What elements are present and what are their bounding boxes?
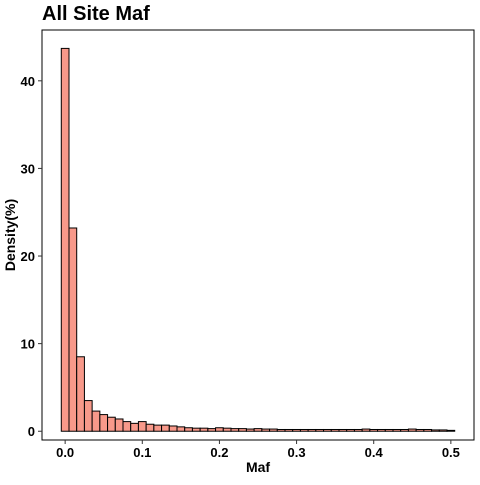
histogram-bar (68, 227, 78, 432)
histogram-bar (330, 428, 340, 432)
histogram-bar (130, 422, 139, 432)
y-tick-label: 40 (21, 74, 35, 89)
x-tick-label: 0.2 (210, 445, 228, 460)
histogram-bar (207, 428, 217, 432)
histogram-bar (145, 423, 155, 432)
histogram-bar (245, 428, 255, 432)
histogram-bar (253, 428, 263, 432)
x-axis-label: Maf (246, 459, 270, 475)
histogram-bar (315, 428, 325, 432)
histogram-bar (392, 428, 402, 432)
histogram-bar (400, 428, 409, 432)
histogram-bar (323, 428, 332, 432)
histogram-bar (384, 428, 394, 432)
y-tick-label: 0 (28, 424, 35, 439)
y-tick-label: 10 (21, 337, 35, 352)
histogram-bar (299, 428, 309, 432)
histogram-bar (60, 47, 70, 432)
y-axis-label: Density(%) (2, 199, 18, 271)
histogram-bar (407, 428, 417, 432)
x-axis: 0.0 0.1 0.2 0.3 0.4 0.5 (56, 440, 460, 460)
chart-title: All Site Maf (42, 3, 150, 25)
histogram-bar (230, 428, 240, 432)
histogram-bar (91, 410, 101, 432)
x-tick-label: 0.1 (133, 445, 151, 460)
y-tick-label: 20 (21, 249, 35, 264)
histogram-bar (122, 421, 132, 432)
histogram-bar (107, 416, 116, 432)
histogram-bar (137, 421, 147, 432)
histogram-bar (438, 429, 448, 432)
x-tick-label: 0.3 (288, 445, 306, 460)
histogram-bar (153, 424, 163, 432)
histogram-bar (423, 428, 433, 432)
histogram-bar (361, 428, 371, 432)
histogram-bar (199, 427, 209, 432)
histogram-bar (307, 428, 317, 432)
histogram-bar (161, 424, 170, 432)
histogram-bar (292, 428, 301, 432)
histogram-bar (114, 418, 124, 432)
histogram-bar (431, 429, 440, 432)
histogram-bar (76, 356, 85, 432)
histogram-bar (176, 426, 186, 432)
histogram-bar (238, 428, 247, 432)
histogram-bar (276, 428, 286, 432)
histogram-bar (346, 428, 355, 432)
plot-panel (41, 29, 475, 441)
histogram-bar (377, 428, 386, 432)
histogram-bar (184, 427, 193, 432)
x-tick-label: 0.4 (365, 445, 384, 460)
x-tick-label: 0.5 (442, 445, 460, 460)
histogram-bar (168, 425, 178, 432)
x-tick-label: 0.0 (56, 445, 74, 460)
y-axis: 0 10 20 30 40 (21, 74, 42, 439)
histogram-bar (222, 427, 232, 432)
histogram-bar (338, 428, 348, 432)
histogram-bar (83, 400, 93, 432)
histogram-bar (269, 428, 278, 432)
bars-group (60, 47, 456, 432)
histogram-bar (215, 427, 224, 432)
y-tick-label: 30 (21, 161, 35, 176)
histogram-bar (99, 414, 109, 432)
histogram-bar (369, 428, 379, 432)
histogram-bar (415, 428, 425, 432)
histogram-bar (284, 428, 294, 432)
histogram-bar (191, 427, 201, 432)
histogram-bar (446, 429, 456, 432)
histogram-bar (261, 428, 271, 432)
histogram-bar (353, 428, 363, 432)
